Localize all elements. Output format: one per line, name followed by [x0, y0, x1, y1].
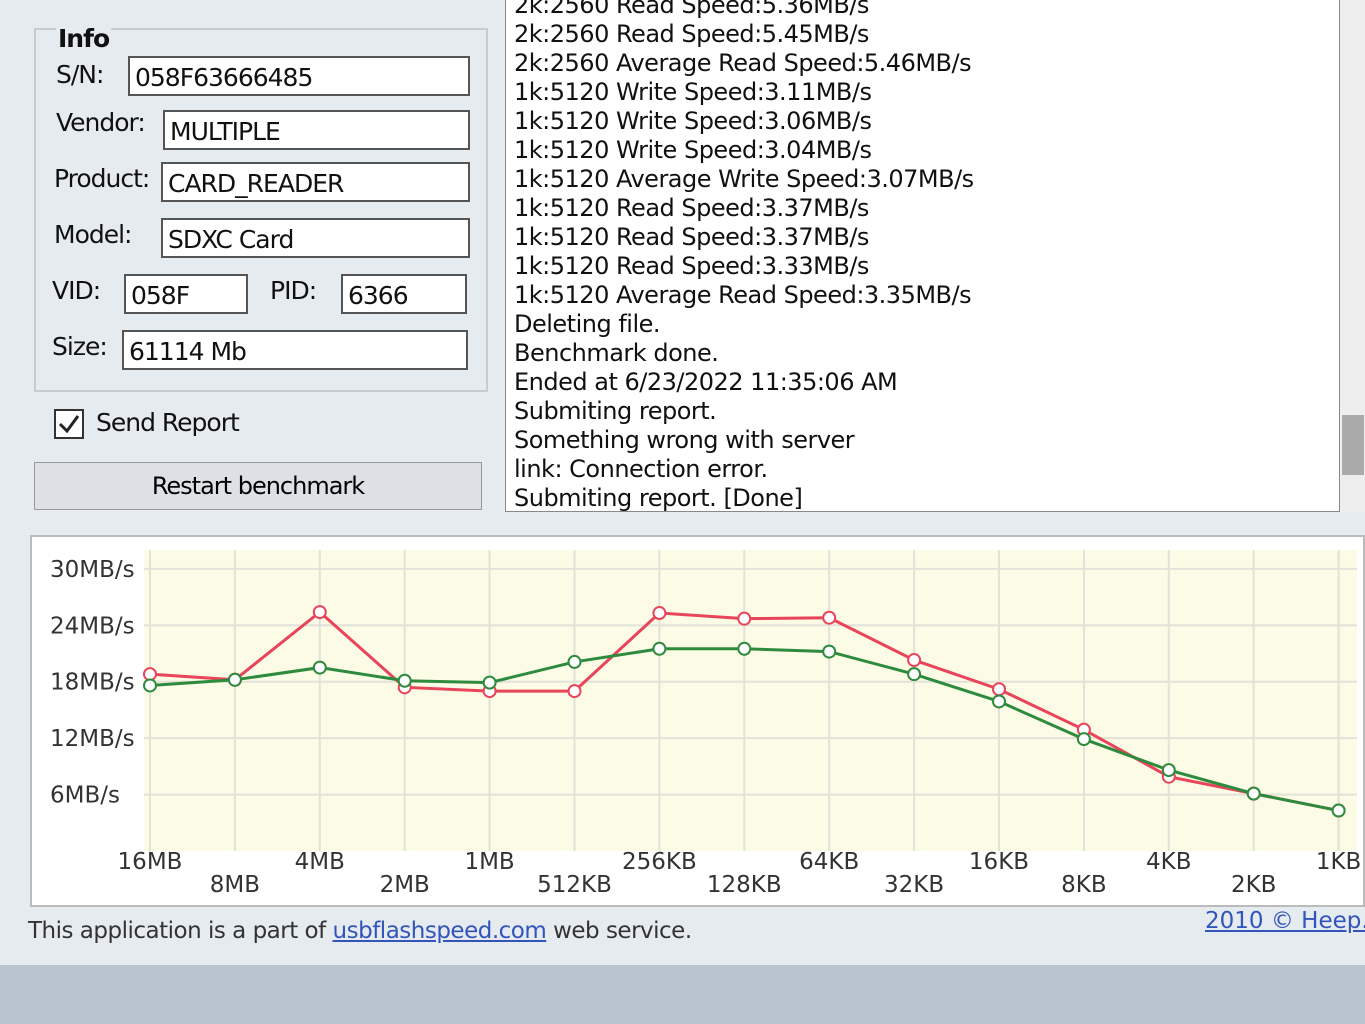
copyright-link[interactable]: 2010 © Heep.ru	[1205, 908, 1365, 934]
data-point	[397, 673, 412, 688]
chart: 6MB/s 12MB/s 18MB/s 24MB/s 30MB/s 16MB 8MB 4MB 2…	[30, 535, 1365, 907]
x-tick-label: 8KB	[1061, 872, 1107, 898]
data-point	[1076, 732, 1091, 747]
scrollbar[interactable]	[1340, 0, 1365, 512]
data-point	[652, 641, 667, 656]
data-point	[907, 653, 922, 668]
x-tick-label: 32KB	[884, 872, 944, 898]
x-tick-label: 16MB	[118, 849, 183, 875]
data-point	[822, 610, 837, 625]
log-line: 2k:2560 Read Speed:5.45MB/s	[514, 20, 869, 48]
field-value: MULTIPLE	[163, 110, 470, 150]
log-line: Benchmark done.	[514, 339, 719, 367]
data-point	[907, 667, 922, 682]
x-tick-label: 2MB	[380, 872, 430, 898]
x-tick-label: 128KB	[707, 872, 782, 898]
data-point	[1246, 786, 1261, 801]
footer-text: This application is a part of	[28, 918, 326, 944]
footer-text-after: web service.	[553, 918, 692, 944]
plot-area	[144, 550, 1357, 851]
field-label: Product:	[54, 164, 150, 193]
log-line: Deleting file.	[514, 310, 661, 338]
info-group	[34, 28, 488, 392]
field-label: Vendor:	[56, 108, 146, 137]
data-point	[143, 678, 157, 693]
x-tick-label: 64KB	[799, 849, 859, 875]
field-value: CARD_READER	[161, 162, 470, 202]
x-tick-label: 8MB	[210, 872, 260, 898]
footer-link[interactable]: usbflashspeed.com	[332, 918, 547, 944]
data-point	[822, 644, 837, 659]
data-point	[737, 611, 752, 626]
app-window: Info Send Report Restart benchmark 2k:25…	[0, 0, 1365, 965]
checkbox[interactable]	[54, 409, 84, 439]
y-tick-label: 24MB/s	[50, 613, 135, 639]
field-value: SDXC Card	[161, 218, 470, 258]
scroll-thumb[interactable]	[1342, 415, 1364, 475]
data-point	[992, 682, 1006, 697]
restart-button[interactable]: Restart benchmark	[34, 462, 482, 510]
log-line: Submiting report. [Done]	[514, 484, 803, 512]
log-line: 1k:5120 Read Speed:3.33MB/s	[514, 252, 869, 280]
x-tick-label: 1MB	[464, 849, 514, 875]
field-label: S/N:	[56, 60, 104, 89]
log-box: 2k:2560 Read Speed:5.36MB/s 2k:2560 Read …	[505, 0, 1340, 512]
field-label: VID:	[52, 276, 101, 305]
data-point	[312, 605, 327, 620]
field-label: Size:	[52, 332, 108, 361]
y-tick-label: 6MB/s	[50, 783, 120, 809]
field-value: 058F63666485	[128, 56, 470, 96]
data-point	[1331, 803, 1346, 818]
log-line: Ended at 6/23/2022 11:35:06 AM	[514, 368, 898, 396]
footer: This application is a part of usbflashsp…	[28, 918, 692, 944]
data-point	[143, 667, 157, 682]
log-line: 2k:2560 Read Speed:5.36MB/s	[514, 0, 869, 19]
x-tick-label: 1KB	[1316, 849, 1362, 875]
data-point	[227, 672, 242, 687]
data-point	[652, 606, 667, 621]
data-point	[737, 641, 752, 656]
data-point	[312, 660, 327, 675]
log-line: Submiting report.	[514, 397, 717, 425]
x-tick-label: 4KB	[1146, 849, 1192, 875]
field-label: Model:	[54, 220, 132, 249]
info-legend: Info	[56, 24, 112, 53]
data-point	[992, 694, 1006, 709]
x-tick-label: 256KB	[622, 849, 697, 875]
log-line: link: Connection error.	[514, 455, 768, 483]
data-point	[482, 675, 497, 690]
y-tick-label: 12MB/s	[50, 726, 135, 752]
log-line: Something wrong with server	[514, 426, 855, 454]
log-line: 1k:5120 Write Speed:3.06MB/s	[514, 107, 872, 135]
data-point	[567, 684, 582, 699]
x-tick-label: 4MB	[295, 849, 345, 875]
data-point	[1161, 763, 1176, 778]
y-tick-label: 18MB/s	[50, 670, 135, 696]
log-line: 1k:5120 Write Speed:3.11MB/s	[514, 78, 872, 106]
field-value: 6366	[341, 274, 467, 314]
x-tick-label: 16KB	[969, 849, 1029, 875]
field-label: PID:	[270, 276, 317, 305]
x-tick-label: 512KB	[537, 872, 612, 898]
field-value: 61114 Mb	[122, 330, 468, 370]
field-value: 058F	[124, 274, 248, 314]
log-line: 1k:5120 Average Write Speed:3.07MB/s	[514, 165, 974, 193]
log-line: 1k:5120 Read Speed:3.37MB/s	[514, 223, 869, 251]
x-tick-label: 2KB	[1231, 872, 1277, 898]
check-mark	[58, 415, 80, 434]
log-line: 1k:5120 Read Speed:3.37MB/s	[514, 194, 869, 222]
y-tick-label: 30MB/s	[50, 557, 135, 583]
send-report-label[interactable]: Send Report	[96, 408, 240, 437]
data-point	[567, 654, 582, 669]
log-line: 1k:5120 Write Speed:3.04MB/s	[514, 136, 872, 164]
log-line: 1k:5120 Average Read Speed:3.35MB/s	[514, 281, 972, 309]
log-line: 2k:2560 Average Read Speed:5.46MB/s	[514, 49, 972, 77]
